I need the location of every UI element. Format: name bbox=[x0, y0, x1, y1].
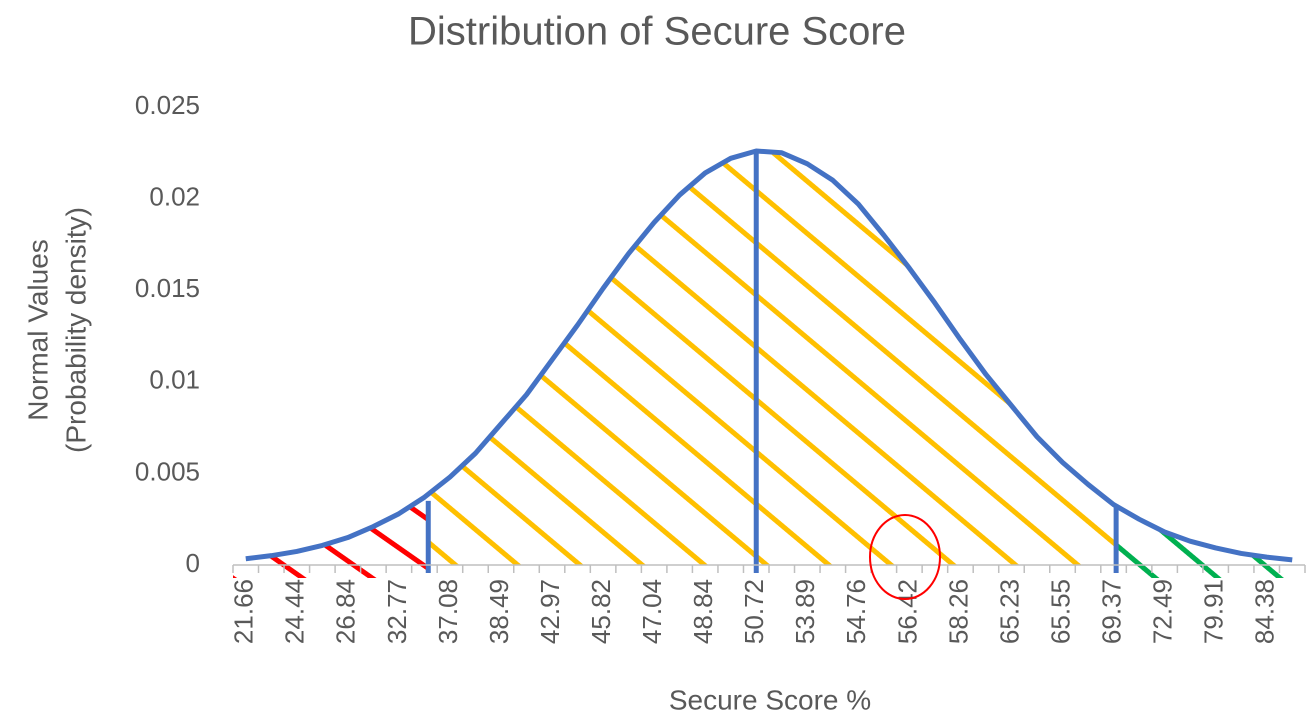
y-tick-label: 0.025 bbox=[135, 90, 200, 120]
hatch-low bbox=[233, 150, 429, 578]
y-tick-label: 0 bbox=[186, 548, 200, 578]
x-tick-label: 24.44 bbox=[280, 579, 310, 644]
curve bbox=[245, 148, 1293, 563]
x-tick-label: 48.84 bbox=[688, 579, 718, 644]
annotation-circle bbox=[869, 514, 941, 600]
x-tick-label: 21.66 bbox=[229, 579, 259, 644]
x-tick-label: 56.42 bbox=[892, 579, 922, 644]
x-tick-label: 45.82 bbox=[586, 579, 616, 644]
x-tick-label: 58.26 bbox=[943, 579, 973, 644]
x-tick-label: 37.08 bbox=[433, 579, 463, 644]
x-tick-label: 38.49 bbox=[484, 579, 514, 644]
y-axis-title-line: (Probability density) bbox=[60, 207, 91, 453]
y-tick-label: 0.015 bbox=[135, 273, 200, 303]
x-tick-label: 84.38 bbox=[1250, 579, 1280, 644]
x-tick-label: 26.84 bbox=[331, 579, 361, 644]
x-tick-label: 47.04 bbox=[637, 579, 667, 644]
hatch-high bbox=[1116, 150, 1305, 578]
x-tick-label: 54.76 bbox=[841, 579, 871, 644]
x-tick-label: 42.97 bbox=[535, 579, 565, 644]
y-axis-title: Normal Values (Probability density) bbox=[22, 207, 91, 453]
hatch-mid bbox=[428, 150, 1117, 565]
x-tick-label: 65.55 bbox=[1045, 579, 1075, 644]
x-tick-label: 72.49 bbox=[1147, 579, 1177, 644]
y-axis-title-line: Normal Values bbox=[22, 239, 53, 421]
chart-title: Distribution of Secure Score bbox=[408, 10, 906, 54]
x-tick-label: 50.72 bbox=[739, 579, 769, 644]
x-tick-label: 32.77 bbox=[382, 579, 412, 644]
x-tick-label: 65.23 bbox=[994, 579, 1024, 644]
x-tick-label: 53.89 bbox=[790, 579, 820, 644]
y-tick-label: 0.005 bbox=[135, 456, 200, 486]
y-tick-label: 0.02 bbox=[149, 181, 200, 211]
x-tick-label: 69.37 bbox=[1096, 579, 1126, 644]
x-axis-title: Secure Score % bbox=[669, 684, 871, 715]
x-tick-label: 79.91 bbox=[1199, 579, 1229, 644]
y-tick-label: 0.01 bbox=[149, 365, 200, 395]
